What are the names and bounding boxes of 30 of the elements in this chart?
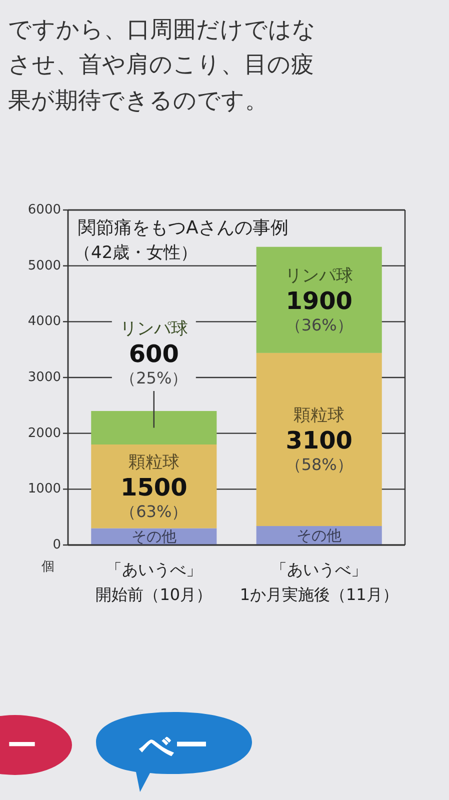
y-tick-label: 1000: [28, 482, 61, 497]
y-axis-title: 個: [42, 560, 54, 574]
text: ー: [7, 728, 37, 764]
bar: [91, 411, 217, 444]
bar: [256, 246, 382, 353]
y-tick-label: 6000: [28, 202, 61, 218]
y-tick-label: 2000: [28, 426, 61, 441]
bar: [256, 352, 382, 526]
series-label: その他: [296, 526, 342, 545]
y-tick-label: 3000: [28, 370, 61, 385]
text: ですから、口周囲だけではな: [8, 17, 316, 43]
y-tick-label: 5000: [28, 258, 61, 274]
y-tick-label: 4000: [28, 314, 61, 330]
data-label: 1900 （36%）: [285, 286, 353, 334]
series-label: 顆粒球: [128, 452, 180, 472]
text: 顆粒球: [294, 405, 345, 426]
text: 果が期待できるのです。: [8, 88, 268, 114]
text: リンパ球: [120, 319, 188, 339]
text: （42歳・女性）: [74, 243, 198, 263]
text: させ、首や肩のこり、目の疲: [8, 52, 314, 78]
x-tick-label: 「あいうべ」開始前（10月）: [96, 560, 212, 604]
text: その他: [131, 528, 176, 546]
data-label: 600 （25%）: [120, 340, 188, 388]
x-tick-label: 「あいうべ」1か月実施後（11月）: [240, 560, 398, 604]
data-label: 3100 （58%）: [285, 426, 353, 474]
series-label: リンパ球: [285, 266, 354, 286]
text: べー: [138, 726, 208, 766]
y-tick-label: 0: [52, 538, 61, 552]
data-label: 1500 （63%）: [120, 473, 188, 521]
chart-title: 関節痛をもつAさんの事例: [78, 218, 288, 238]
